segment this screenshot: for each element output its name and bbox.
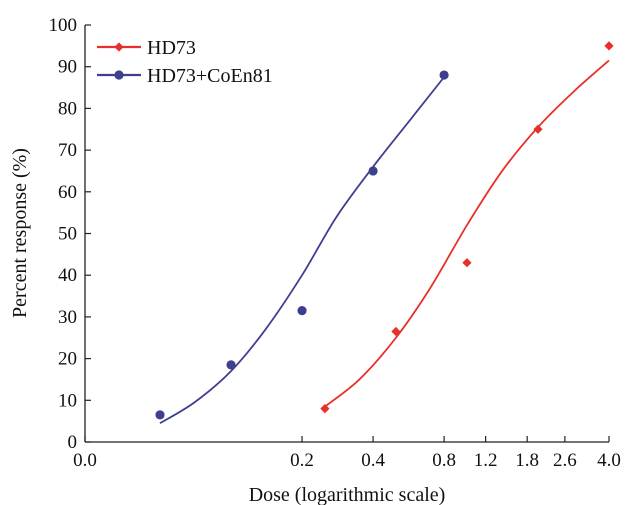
legend-marker-0 [114, 42, 124, 52]
y-tick-label: 100 [49, 15, 78, 36]
data-point-1-4 [439, 70, 449, 80]
data-point-1-2 [297, 306, 307, 316]
series-1 [155, 70, 449, 425]
y-tick-label: 60 [58, 182, 77, 203]
data-point-1-1 [226, 360, 236, 370]
x-tick-label: 0.8 [432, 450, 456, 471]
fit-curve-1 [159, 76, 445, 425]
data-point-0-1 [391, 326, 401, 337]
x-tick-label: 4.0 [597, 450, 621, 471]
x-tick-label: 0.2 [290, 450, 314, 471]
legend-label-1: HD73+CoEn81 [147, 65, 273, 87]
x-ticks: 0.0 0.2 0.4 0.8 1.2 1.8 2.6 4.0 [73, 436, 621, 471]
series-layer [155, 41, 614, 425]
data-point-0-3 [533, 124, 543, 134]
series-0 [320, 41, 614, 414]
x-tick-label: 1.8 [515, 450, 539, 471]
y-tick-label: 70 [58, 140, 77, 161]
data-point-0-2 [462, 258, 472, 268]
legend-marker-1 [114, 70, 124, 80]
data-point-1-0 [155, 410, 165, 420]
y-tick-label: 30 [58, 307, 77, 328]
x-axis-title: Dose (logarithmic scale) [249, 484, 446, 505]
x-tick-label: 0.0 [73, 450, 97, 471]
y-tick-label: 90 [58, 57, 77, 78]
x-tick-label: 0.4 [361, 450, 385, 471]
data-point-1-3 [368, 166, 378, 176]
y-tick-label: 40 [58, 265, 77, 286]
legend-label-0: HD73 [147, 37, 196, 59]
legend: HD73 HD73+CoEn81 [97, 37, 273, 87]
fit-curve-0 [324, 59, 610, 408]
data-point-0-4 [604, 41, 614, 51]
y-tick-label: 0 [68, 432, 78, 453]
x-tick-label: 1.2 [474, 450, 498, 471]
y-tick-label: 50 [58, 224, 77, 245]
data-point-0-0 [320, 404, 330, 414]
y-ticks: 0 10 20 30 40 50 60 70 80 90 100 [49, 15, 91, 453]
y-tick-label: 20 [58, 349, 77, 370]
y-axis-title: Percent response (%) [9, 148, 31, 318]
x-tick-label: 2.6 [553, 450, 577, 471]
y-tick-label: 10 [58, 390, 77, 411]
y-tick-label: 80 [58, 98, 77, 119]
axes [84, 25, 609, 443]
